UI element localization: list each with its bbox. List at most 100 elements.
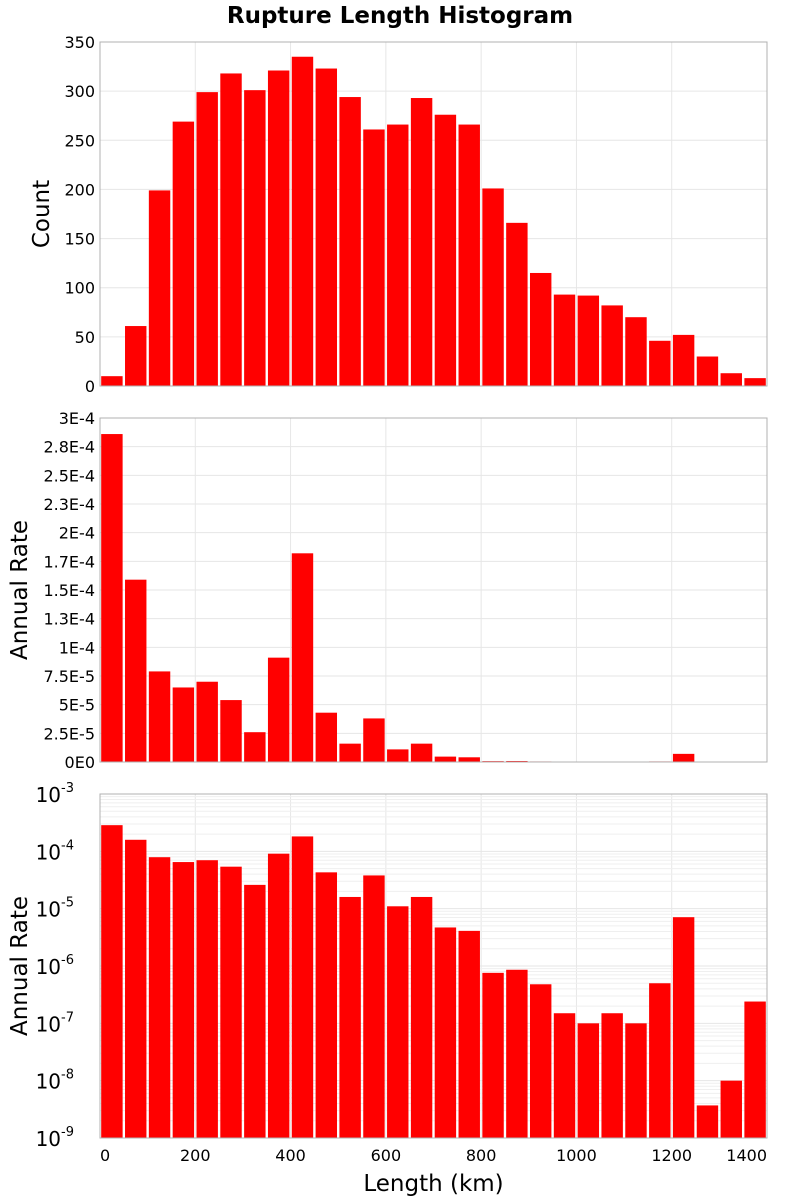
x-tick-label: 1200 — [651, 1146, 692, 1165]
y-tick-label: 10-9 — [36, 1125, 74, 1151]
bar — [291, 836, 314, 1138]
bar — [720, 1080, 742, 1138]
bar — [506, 969, 528, 1138]
bar — [267, 657, 290, 762]
bar — [339, 896, 361, 1138]
y-tick-label: 2.5E-5 — [43, 724, 95, 743]
bar — [220, 73, 242, 387]
bar — [196, 860, 218, 1138]
bar — [196, 92, 218, 386]
bar — [101, 825, 123, 1138]
bar — [267, 70, 290, 386]
y-axis-label: Annual Rate — [7, 896, 33, 1036]
bar — [220, 700, 242, 762]
x-tick-label: 1400 — [726, 1146, 767, 1165]
y-tick-label: 10-3 — [36, 781, 74, 807]
y-axis-label: Annual Rate — [7, 520, 33, 660]
x-tick-labels: 0 200 400 600 800 1000 1200 1400 — [100, 1146, 767, 1165]
bar — [672, 753, 695, 762]
bar — [553, 294, 576, 386]
bar — [482, 188, 504, 386]
bar — [267, 853, 290, 1138]
bar — [101, 376, 123, 386]
bar — [649, 340, 671, 386]
y-tick-label: 250 — [64, 131, 95, 150]
y-tick-label: 50 — [75, 328, 95, 347]
bar — [529, 984, 552, 1138]
chart-title: Rupture Length Histogram — [227, 3, 573, 29]
bar — [672, 917, 695, 1138]
y-tick-labels: 0E0 2.5E-5 5E-5 7.5E-5 1E-4 1.3E-4 1.5E-4 1.7E-… — [43, 409, 95, 772]
bar — [577, 295, 600, 386]
y-tick-label: 5E-5 — [59, 696, 95, 715]
y-tick-label: 10-6 — [36, 953, 74, 979]
y-tick-label: 1E-4 — [59, 638, 95, 657]
bar — [148, 671, 171, 762]
y-tick-label: 150 — [64, 230, 95, 249]
bar — [315, 712, 338, 762]
bar — [315, 872, 338, 1138]
bar — [315, 68, 338, 386]
y-tick-label: 2.8E-4 — [43, 438, 95, 457]
panel-1: 0 50 100 150 200 250 300 350 Count — [29, 33, 768, 396]
bar — [577, 1023, 600, 1138]
bars — [101, 434, 766, 762]
bar — [458, 124, 480, 386]
bar — [434, 927, 457, 1138]
bar — [434, 114, 457, 386]
x-tick-label: 1000 — [556, 1146, 597, 1165]
bar — [410, 896, 433, 1138]
y-tick-label: 300 — [64, 82, 95, 101]
bar — [125, 326, 147, 386]
bar — [339, 743, 361, 762]
bar — [101, 434, 123, 762]
bars — [101, 56, 766, 387]
y-tick-labels: 0 50 100 150 200 250 300 350 — [64, 33, 95, 396]
bars — [101, 825, 766, 1138]
bar — [363, 129, 385, 386]
bar — [601, 305, 623, 386]
y-tick-label: 100 — [64, 279, 95, 298]
bar — [458, 930, 480, 1138]
bar — [649, 983, 671, 1138]
y-tick-label: 0E0 — [65, 753, 95, 772]
plot-frame — [99, 417, 768, 763]
y-tick-label: 7.5E-5 — [43, 667, 95, 686]
bar — [529, 272, 552, 386]
y-tick-label: 10-4 — [36, 838, 74, 864]
bar — [625, 1023, 647, 1138]
bar — [434, 756, 457, 762]
bar — [339, 97, 361, 386]
bar — [458, 757, 480, 762]
bar — [696, 1105, 719, 1138]
bar — [672, 334, 695, 386]
y-tick-label: 10-7 — [36, 1010, 74, 1036]
y-tick-label: 2.3E-4 — [43, 495, 95, 514]
y-tick-label: 1.3E-4 — [43, 610, 95, 629]
panel-3: 10-9 10-8 10-7 10-6 10-5 10-4 10-3 Annual Rate 0… — [7, 781, 768, 1197]
bar — [291, 56, 314, 386]
y-tick-label: 1.5E-4 — [43, 581, 95, 600]
bar — [744, 1001, 766, 1138]
x-tick-label: 0 — [100, 1146, 110, 1165]
bar — [387, 124, 409, 386]
x-tick-label: 800 — [466, 1146, 497, 1165]
y-tick-label: 1.7E-4 — [43, 552, 95, 571]
bar — [387, 906, 409, 1138]
bar — [506, 222, 528, 386]
bar — [196, 681, 218, 762]
bar — [625, 317, 647, 386]
y-tick-label: 10-5 — [36, 896, 74, 922]
x-tick-label: 200 — [180, 1146, 211, 1165]
bar — [148, 857, 171, 1138]
bar — [291, 553, 314, 762]
y-tick-label: 350 — [64, 33, 95, 52]
y-tick-label: 2.5E-4 — [43, 466, 95, 485]
y-tick-label: 200 — [64, 180, 95, 199]
bar — [720, 373, 742, 386]
bar — [244, 884, 266, 1138]
bar — [410, 743, 433, 762]
bar — [387, 749, 409, 762]
